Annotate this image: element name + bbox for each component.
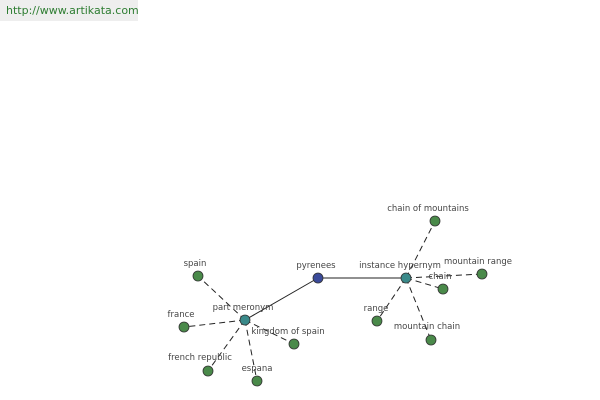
node (251, 375, 263, 387)
dashed-edge (405, 277, 444, 290)
node (425, 334, 437, 346)
node-label: pyrenees (296, 261, 336, 271)
node (476, 268, 488, 280)
dashed-edge (376, 277, 407, 322)
node-label: instance hypernym (359, 261, 441, 271)
node-label: mountain range (444, 257, 512, 267)
dashed-edge (207, 319, 246, 372)
edge (244, 277, 319, 321)
node (202, 365, 214, 377)
dashed-edge (405, 273, 483, 279)
node-label: french republic (168, 353, 232, 363)
node (192, 270, 204, 282)
url-link[interactable]: http://www.artikata.com (6, 4, 139, 17)
dashed-edge (244, 319, 258, 382)
node (239, 314, 251, 326)
dashed-edge (405, 220, 436, 279)
dashed-edge (405, 277, 432, 341)
node-label: espana (242, 364, 273, 374)
node (400, 272, 412, 284)
node (312, 272, 324, 284)
node-label: france (168, 310, 195, 320)
node (288, 338, 300, 350)
node-label: kingdom of spain (251, 327, 324, 337)
node-label: range (364, 304, 389, 314)
node-label: chain (428, 272, 451, 282)
node (178, 321, 190, 333)
node-label: mountain chain (394, 322, 460, 332)
node-label: part meronym (213, 303, 274, 313)
node (437, 283, 449, 295)
node-label: spain (184, 259, 207, 269)
node-label: chain of mountains (387, 204, 469, 214)
node (371, 315, 383, 327)
dashed-edge (183, 319, 246, 328)
url-bar: http://www.artikata.com (0, 0, 139, 21)
dashed-edge (244, 319, 295, 345)
dashed-edge (197, 275, 246, 321)
node (429, 215, 441, 227)
